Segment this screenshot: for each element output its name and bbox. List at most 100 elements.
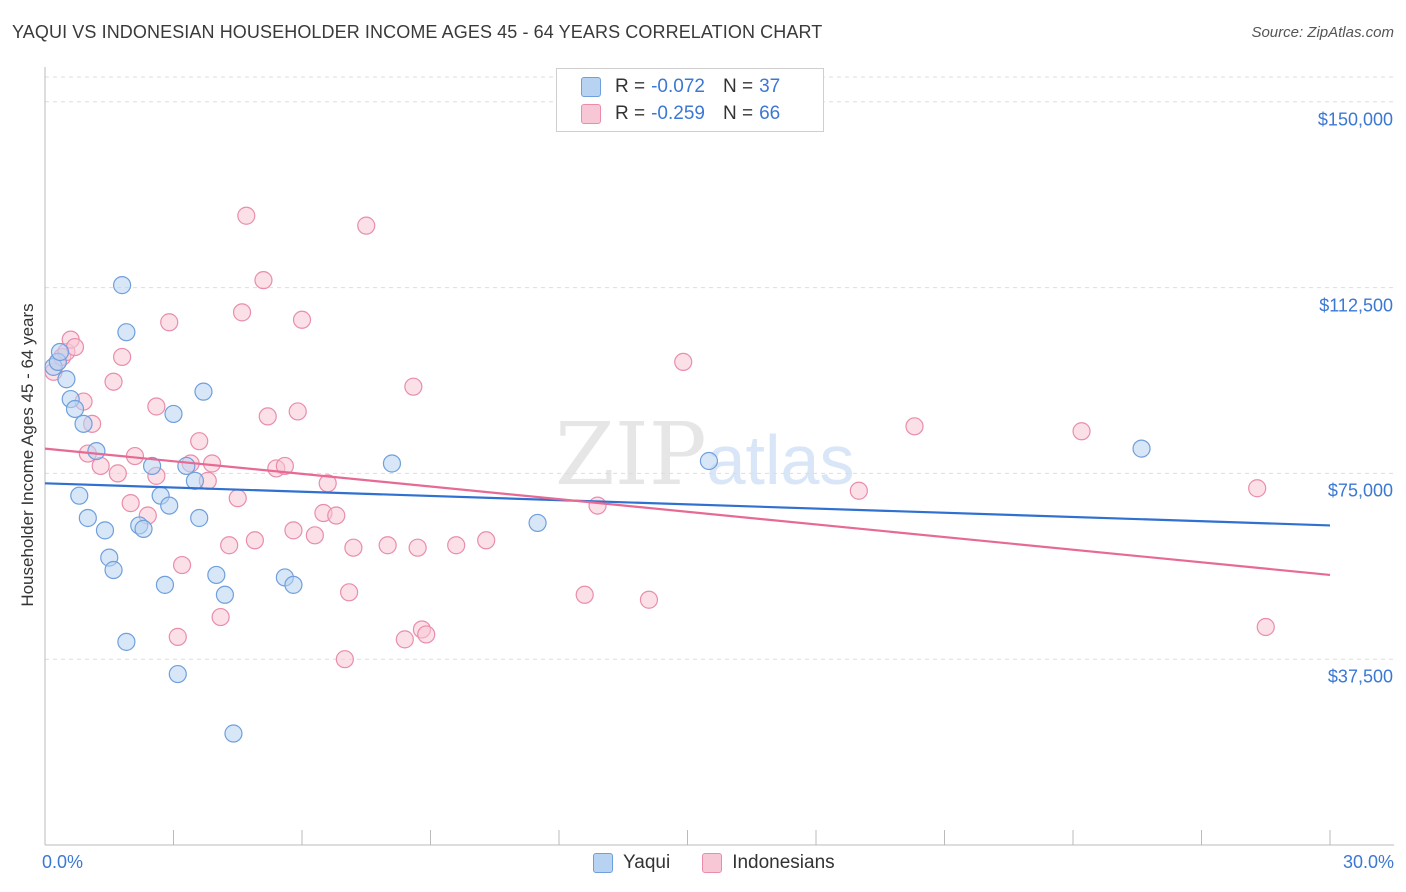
legend-n-label: N = [722, 76, 754, 97]
data-point-indonesians [588, 496, 607, 515]
data-point-yaqui [177, 456, 196, 476]
y-tick-label: $75,000 [1327, 480, 1393, 501]
data-point-indonesians [211, 607, 230, 627]
data-point-yaqui [117, 632, 136, 651]
data-point-indonesians [232, 303, 252, 322]
legend-r-label: R = [615, 103, 646, 124]
data-point-yaqui [74, 414, 93, 433]
data-point-yaqui [699, 451, 719, 471]
data-point-yaqui [190, 508, 209, 528]
source-label: Source: ZipAtlas.com [1251, 24, 1394, 41]
data-point-yaqui [207, 565, 226, 585]
data-point-indonesians [404, 377, 423, 396]
y-tick-label: $112,500 [1319, 295, 1393, 316]
watermark-zip: ZIP [555, 405, 707, 505]
data-point-indonesians [1248, 479, 1267, 498]
data-point-indonesians [1256, 617, 1275, 637]
legend-swatch-yaqui [581, 77, 601, 97]
data-point-yaqui [87, 441, 106, 461]
data-point-indonesians [258, 407, 277, 426]
legend-n-value: 37 [759, 76, 781, 97]
legend-label-yaqui: Yaqui [623, 852, 671, 873]
data-point-indonesians [168, 627, 187, 646]
data-point-indonesians [275, 456, 294, 476]
data-point-yaqui [224, 724, 243, 743]
data-point-yaqui [194, 382, 213, 401]
data-point-yaqui [215, 585, 234, 604]
legend-item-yaqui[interactable]: Yaqui [593, 852, 670, 874]
data-point-indonesians [357, 216, 376, 235]
legend-r-label: R = [615, 76, 646, 97]
data-point-indonesians [220, 536, 239, 555]
data-point-indonesians [1072, 422, 1091, 441]
data-point-indonesians [477, 531, 496, 550]
data-point-indonesians [395, 630, 414, 649]
data-point-indonesians [160, 313, 179, 332]
data-point-indonesians [447, 536, 466, 555]
data-point-indonesians [340, 583, 359, 602]
x-tick-label-max: 30.0% [1342, 852, 1394, 872]
data-point-indonesians [417, 625, 436, 644]
data-point-indonesians [245, 531, 264, 550]
data-point-yaqui [50, 342, 70, 362]
data-point-yaqui [160, 496, 179, 515]
data-point-indonesians [190, 432, 209, 451]
data-point-yaqui [185, 471, 205, 490]
legend-r-value: -0.072 [651, 76, 705, 97]
watermark: ZIPatlas [555, 405, 854, 505]
stats-legend: R = -0.072 N = 37 R = -0.259 N = 66 [556, 68, 824, 132]
data-point-indonesians [292, 310, 312, 329]
data-point-indonesians [228, 489, 247, 508]
data-point-indonesians [327, 506, 346, 525]
data-point-yaqui [528, 513, 547, 533]
data-point-yaqui [57, 370, 76, 389]
data-point-indonesians [147, 397, 166, 416]
data-point-indonesians [408, 538, 427, 557]
data-point-yaqui [112, 276, 132, 295]
data-point-yaqui [382, 454, 402, 473]
data-point-indonesians [172, 555, 192, 575]
legend-item-indonesians[interactable]: Indonesians [702, 852, 835, 874]
data-point-indonesians [108, 464, 127, 483]
data-point-yaqui [168, 664, 187, 684]
data-point-indonesians [639, 590, 659, 609]
data-point-indonesians [378, 536, 397, 555]
data-point-yaqui [117, 323, 136, 342]
data-point-indonesians [254, 271, 273, 290]
legend-n-value: 66 [759, 103, 781, 124]
data-point-indonesians [849, 481, 868, 500]
legend-row-yaqui: R = -0.072 N = 37 [581, 75, 780, 99]
legend-r-value: -0.259 [651, 103, 705, 124]
data-point-yaqui [65, 399, 85, 419]
legend-row-indonesians: R = -0.259 N = 66 [581, 102, 780, 126]
y-axis-label: Householder Income Ages 45 - 64 years [18, 303, 37, 607]
legend-swatch-indonesians [702, 853, 723, 873]
chart-title: YAQUI VS INDONESIAN HOUSEHOLDER INCOME A… [12, 22, 823, 42]
data-point-yaqui [155, 575, 175, 594]
data-point-yaqui [70, 486, 89, 505]
legend-label-indonesians: Indonesians [732, 852, 835, 873]
data-point-indonesians [237, 206, 256, 225]
trend-line-indonesians [44, 447, 1331, 577]
data-point-indonesians [104, 372, 123, 391]
series-legend: Yaqui Indonesians [593, 852, 867, 874]
data-point-yaqui [95, 521, 115, 540]
data-point-indonesians [344, 538, 363, 557]
data-point-yaqui [142, 456, 162, 476]
y-tick-label: $150,000 [1317, 109, 1393, 130]
data-point-indonesians [335, 650, 354, 669]
legend-swatch-indonesians [581, 104, 601, 124]
data-point-yaqui [78, 508, 97, 528]
data-point-indonesians [121, 494, 140, 513]
data-point-yaqui [1132, 439, 1151, 458]
legend-n-label: N = [722, 103, 754, 124]
data-point-yaqui [284, 575, 303, 594]
data-point-indonesians [288, 402, 307, 421]
data-point-yaqui [164, 404, 183, 424]
watermark-atlas: atlas [706, 421, 855, 499]
data-point-indonesians [305, 526, 324, 545]
data-point-yaqui [104, 560, 123, 580]
x-tick-label-min: 0.0% [42, 852, 84, 872]
data-point-indonesians [674, 352, 693, 372]
